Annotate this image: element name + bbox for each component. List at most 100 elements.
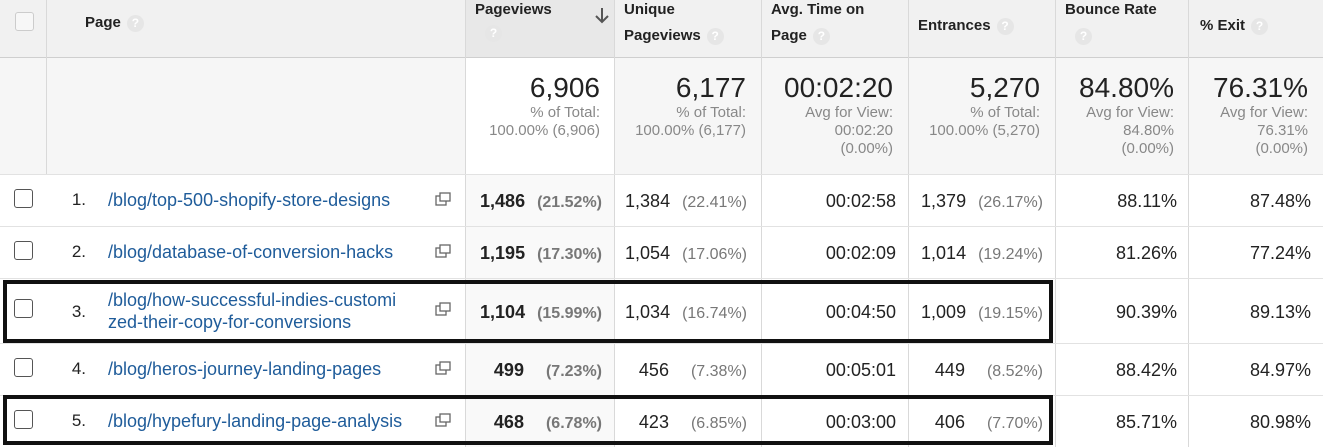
unique-cell: 1,384 (22.41%) [620, 190, 747, 214]
entrances-percent: (19.24%) [978, 246, 1043, 263]
highlight-box [3, 395, 1053, 445]
row-checkbox[interactable] [14, 189, 33, 208]
help-icon[interactable]: ? [485, 25, 502, 42]
avg-time-cell: 00:02:58 [825, 191, 896, 211]
pageviews-row-highlight [465, 279, 614, 343]
help-icon[interactable]: ? [126, 14, 144, 32]
page-link[interactable]: /blog/how-successful-indies-customi zed-… [108, 289, 396, 333]
avg-time-header-label-1: Avg. Time on [771, 1, 865, 18]
exit-cell: 77.24% [1249, 243, 1311, 263]
unique-value: 1,054 [625, 243, 671, 263]
unique-pageviews-column-header[interactable]: Unique Pageviews? [624, 0, 724, 49]
row-checkbox[interactable] [14, 358, 33, 377]
bounce-cell: 85.71% [1115, 412, 1177, 432]
select-all-checkbox[interactable] [15, 12, 34, 31]
avg-time-cell: 00:03:00 [825, 412, 896, 432]
help-icon[interactable]: ? [996, 17, 1014, 35]
pageviews-total-highlight [465, 58, 614, 174]
unique-header-label-2: Pageviews [624, 27, 701, 44]
bounce-cell: 88.42% [1115, 360, 1177, 380]
page-column-header[interactable]: Page? [85, 10, 144, 36]
unique-value: 1,384 [625, 191, 671, 211]
avg-time-column-header[interactable]: Avg. Time on Page? [771, 0, 864, 49]
exit-header-label: % Exit [1200, 17, 1246, 34]
row-number: 3. [71, 302, 86, 321]
pageviews-percent: (7.23%) [545, 363, 602, 380]
pageviews-value: 1,104 [480, 302, 526, 322]
help-icon[interactable]: ? [1251, 17, 1269, 35]
unique-cell: 456 (7.38%) [620, 359, 747, 383]
total-entrances-value: 5,270 [969, 72, 1040, 103]
pageviews-cell: 1,104 (15.99%) [475, 301, 602, 325]
total-pageviews-value: 6,906 [529, 72, 600, 103]
page-link[interactable]: /blog/heros-journey-landing-pages [108, 359, 382, 379]
pageviews-value: 1,195 [480, 243, 526, 263]
pageviews-row-highlight [465, 396, 614, 447]
external-link-icon[interactable] [435, 361, 451, 375]
row-checkbox[interactable] [14, 241, 33, 260]
total-unique-value: 6,177 [675, 72, 746, 103]
page-link[interactable]: /blog/hypefury-landing-page-analysis [108, 411, 403, 431]
pageviews-row-highlight [465, 227, 614, 278]
total-label: (0.00%) [1121, 140, 1174, 157]
bounce-cell: 88.11% [1117, 191, 1177, 211]
total-label: % of Total: [530, 104, 600, 121]
total-label: 100.00% (5,270) [929, 122, 1040, 139]
external-link-icon[interactable] [435, 413, 451, 427]
unique-value: 423 [638, 412, 669, 432]
pageviews-column-header[interactable]: Pageviews ? [475, 0, 615, 42]
external-link-icon[interactable] [435, 302, 451, 316]
page-link[interactable]: /blog/database-of-conversion-hacks [108, 242, 394, 262]
pageviews-percent: (6.78%) [545, 415, 602, 432]
row-number: 4. [71, 359, 86, 378]
entrances-header-label: Entrances [918, 17, 991, 34]
page-link[interactable]: /blog/top-500-shopify-store-designs [108, 190, 391, 210]
pageviews-value: 468 [493, 412, 524, 432]
external-link-icon[interactable] [435, 192, 451, 206]
help-icon[interactable]: ? [812, 27, 830, 45]
total-exit-value: 76.31% [1213, 72, 1308, 103]
pageviews-cell: 1,195 (17.30%) [475, 242, 602, 266]
sort-arrow-down-icon[interactable] [594, 7, 610, 34]
entrances-value: 1,014 [921, 243, 967, 263]
help-icon[interactable]: ? [706, 27, 724, 45]
pageviews-percent: (17.30%) [537, 246, 602, 263]
entrances-cell: 1,009 (19.15%) [914, 301, 1043, 325]
pageviews-value: 499 [493, 360, 524, 380]
total-pageviews: 6,906 % of Total: 100.00% (6,906) [470, 72, 600, 140]
bounce-cell: 90.39% [1115, 302, 1177, 322]
page-link-line: /blog/how-successful-indies-customi [108, 290, 397, 310]
total-label: 76.31% [1257, 122, 1308, 139]
bounce-rate-column-header[interactable]: Bounce Rate ? [1065, 0, 1157, 49]
total-label: Avg for View: [1220, 104, 1308, 121]
unique-percent: (17.06%) [682, 246, 747, 263]
entrances-value: 1,009 [921, 302, 967, 322]
bounce-cell: 81.26% [1115, 243, 1177, 263]
total-label: 100.00% (6,177) [635, 122, 746, 139]
exit-column-header[interactable]: % Exit? [1200, 13, 1269, 39]
pageviews-header-label: Pageviews [475, 1, 552, 18]
unique-percent: (6.85%) [690, 415, 747, 432]
entrances-value: 449 [934, 360, 965, 380]
highlight-box [3, 280, 1053, 343]
avg-time-cell: 00:04:50 [825, 302, 896, 322]
row-checkbox[interactable] [14, 410, 33, 429]
page-link-line: zed-their-copy-for-conversions [108, 312, 352, 332]
entrances-percent: (26.17%) [978, 194, 1043, 211]
row-checkbox[interactable] [14, 299, 33, 318]
totals-row [0, 58, 1323, 174]
total-label: % of Total: [970, 104, 1040, 121]
entrances-cell: 1,014 (19.24%) [914, 242, 1043, 266]
page-header-label: Page [85, 14, 121, 31]
entrances-percent: (19.15%) [978, 305, 1043, 322]
entrances-value: 406 [934, 412, 965, 432]
help-icon[interactable]: ? [1075, 27, 1092, 45]
unique-cell: 1,034 (16.74%) [620, 301, 747, 325]
entrances-column-header[interactable]: Entrances? [918, 13, 1014, 39]
total-label: Avg for View: [1086, 104, 1174, 121]
pageviews-row-highlight [465, 175, 614, 226]
external-link-icon[interactable] [435, 244, 451, 258]
avg-time-cell: 00:02:09 [825, 243, 896, 263]
pageviews-value: 1,486 [480, 191, 526, 211]
total-label: (0.00%) [1255, 140, 1308, 157]
